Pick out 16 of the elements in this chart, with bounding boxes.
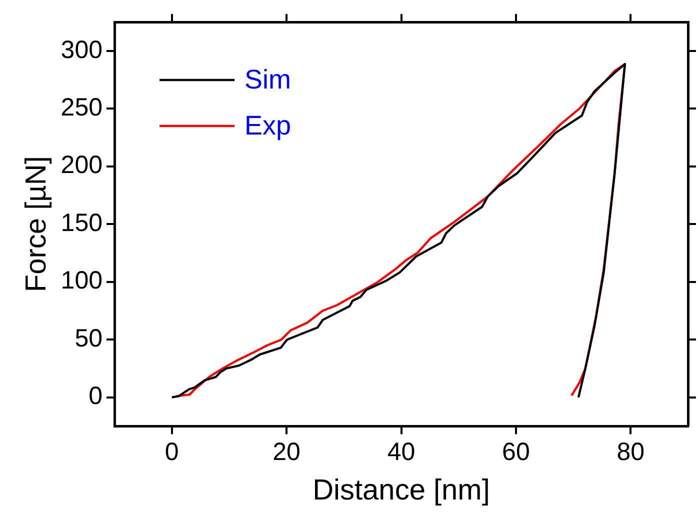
y-tick-label: 250	[60, 94, 103, 122]
x-tick-label: 60	[502, 438, 530, 466]
legend-label: Exp	[244, 110, 292, 140]
x-tick-label: 80	[616, 438, 645, 466]
x-axis-title: Distance [nm]	[312, 474, 490, 507]
y-tick-label: 300	[60, 36, 103, 64]
y-axis-title: Force [µN]	[20, 156, 52, 292]
y-tick-label: 150	[60, 208, 103, 237]
y-tick-label: 50	[74, 324, 103, 352]
y-tick-label: 0	[88, 382, 103, 410]
x-tick-label: 0	[164, 438, 179, 466]
x-tick-label: 40	[387, 438, 416, 466]
x-tick-label: 20	[272, 438, 300, 466]
y-tick-label: 100	[60, 266, 103, 295]
y-tick-label: 200	[60, 151, 103, 180]
legend-label: Sim	[244, 64, 292, 94]
